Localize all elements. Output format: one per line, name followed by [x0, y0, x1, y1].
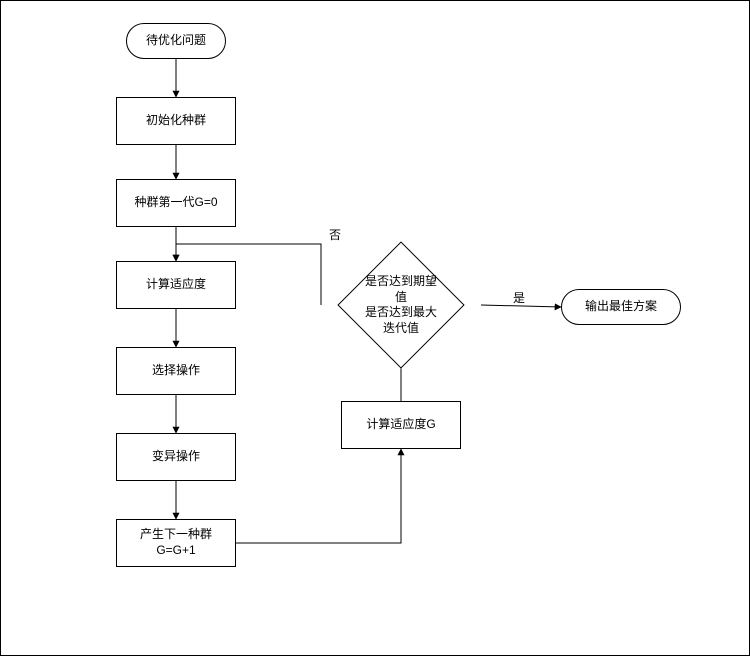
edge-e7 — [236, 449, 401, 543]
node-nextgen-label: 产生下一种群 G=G+1 — [140, 527, 212, 558]
flowchart-canvas: 待优化问题 初始化种群 种群第一代G=0 计算适应度 选择操作 变异操作 产生下… — [0, 0, 750, 656]
node-select-label: 选择操作 — [152, 363, 200, 379]
node-decision-label: 是否达到期望值 是否达到最大迭代值 — [361, 274, 441, 336]
node-fitnessg-label: 计算适应度G — [366, 417, 435, 433]
node-init-label: 初始化种群 — [146, 113, 206, 129]
node-mutate: 变异操作 — [116, 433, 236, 481]
node-decision: 是否达到期望值 是否达到最大迭代值 — [321, 257, 481, 353]
node-start-label: 待优化问题 — [146, 33, 206, 49]
edge-label-yes: 是 — [513, 289, 525, 306]
node-select: 选择操作 — [116, 347, 236, 395]
node-mutate-label: 变异操作 — [152, 449, 200, 465]
node-fitness1: 计算适应度 — [116, 261, 236, 309]
node-gen0-label: 种群第一代G=0 — [134, 195, 217, 211]
node-output: 输出最佳方案 — [561, 289, 681, 325]
node-fitness1-label: 计算适应度 — [146, 277, 206, 293]
edge-label-no: 否 — [329, 226, 341, 243]
node-gen0: 种群第一代G=0 — [116, 179, 236, 227]
node-start: 待优化问题 — [126, 23, 226, 59]
node-fitnessg: 计算适应度G — [341, 401, 461, 449]
node-output-label: 输出最佳方案 — [585, 299, 657, 315]
node-nextgen: 产生下一种群 G=G+1 — [116, 519, 236, 567]
node-init: 初始化种群 — [116, 97, 236, 145]
